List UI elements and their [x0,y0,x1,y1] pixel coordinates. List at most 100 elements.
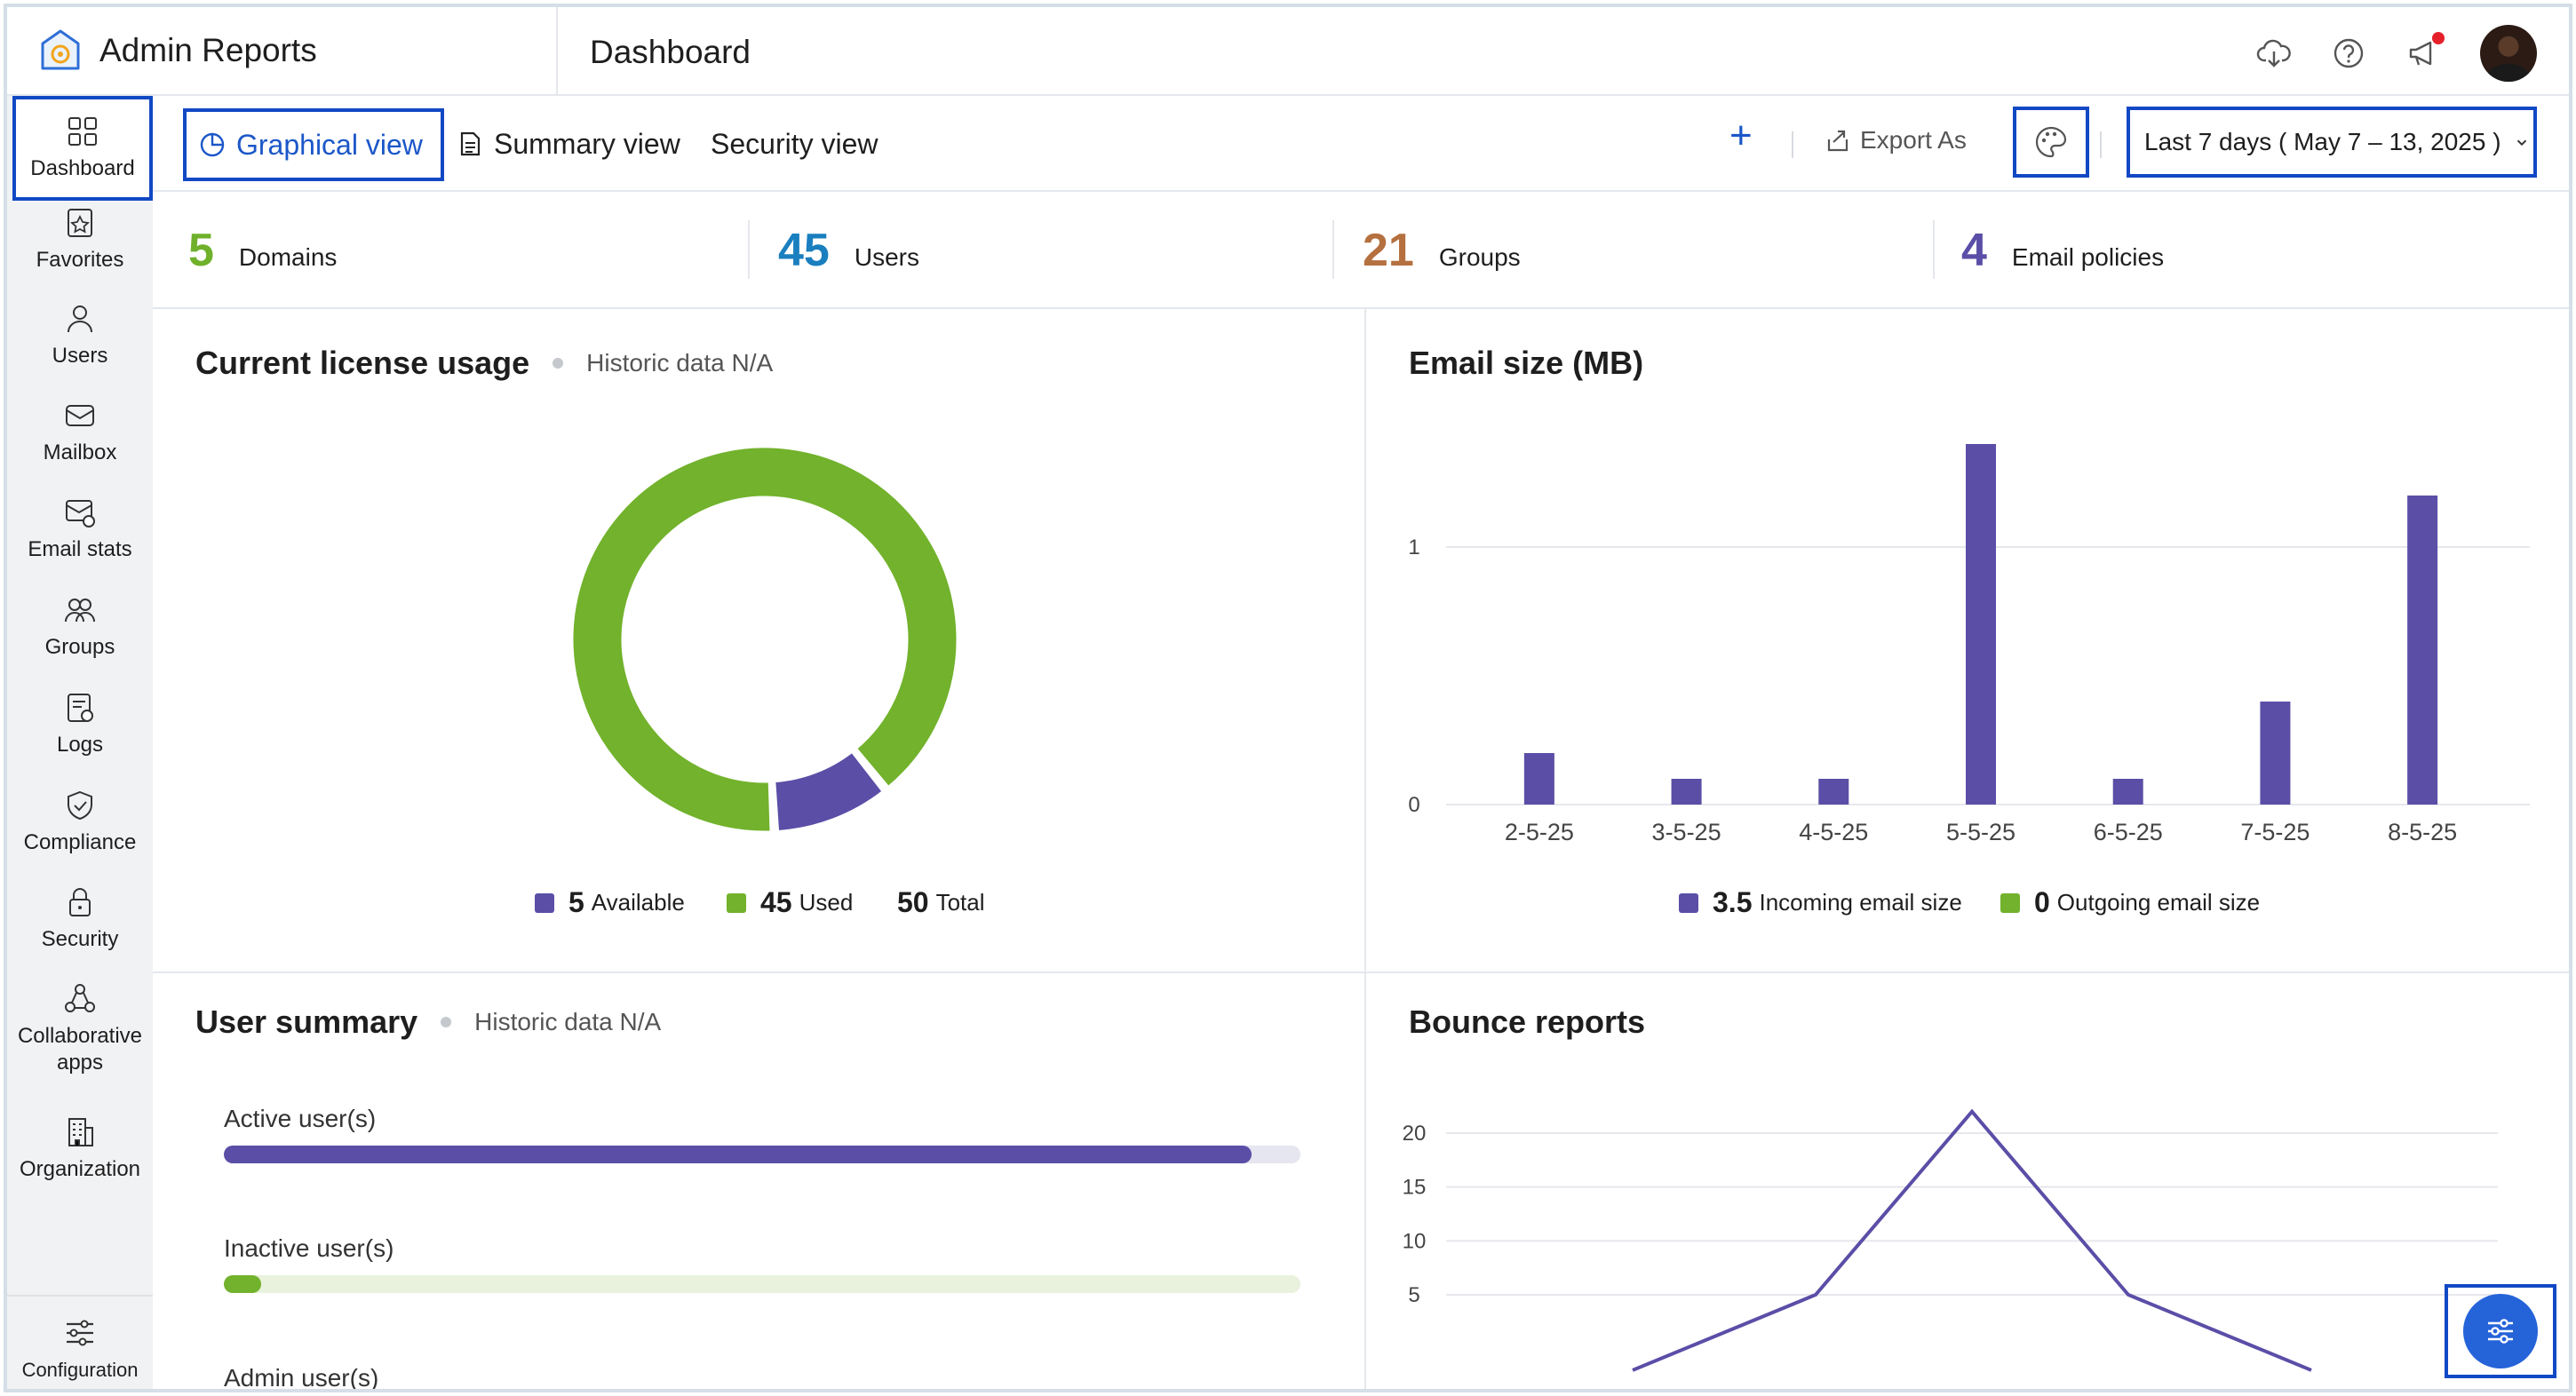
tab-label: Summary view [494,127,680,160]
legend-used: 45 Used [727,886,853,919]
y-tick-label: 1 [1408,535,1419,559]
avatar[interactable] [2480,25,2537,82]
tab-graphical-view[interactable]: Graphical view [183,108,444,181]
sidebar-item-collaborative-apps[interactable]: Collaborative apps [7,982,153,1076]
bounce-reports-card: Bounce reports 5 10 15 20 [1366,973,2569,1389]
license-donut-chart [570,445,959,834]
bar-5-5-25 [1966,444,1996,805]
logs-icon [68,694,93,722]
sidebar-item-groups[interactable]: Groups [7,593,153,661]
y-tick-label: 0 [1408,793,1419,817]
notification-dot [2432,32,2445,44]
stat-value: 45 [778,225,830,276]
dot-separator [553,358,564,369]
admin-reports-logo-icon [41,29,80,70]
bounce-series-line [1632,1108,2312,1372]
sidebar-item-compliance[interactable]: Compliance [7,789,153,856]
legend-swatch [535,892,554,913]
customize-widgets-button[interactable] [2445,1284,2556,1378]
legend-label: Outgoing email size [2056,889,2261,916]
shield-check-icon [68,790,92,821]
legend-total: 50 Total [897,886,985,919]
license-title: Current license usage [195,345,530,381]
dot-separator [441,1017,452,1027]
tab-label: Graphical view [236,128,423,161]
x-tick-label: 8-5-25 [2388,819,2457,845]
sidebar-item-email-stats[interactable]: Email stats [7,496,153,563]
announcement-icon[interactable] [2405,32,2445,71]
sliders-icon [67,1320,93,1346]
y-tick-label: 15 [1403,1176,1427,1200]
customize-fab [2463,1294,2538,1368]
sidebar-item-label: Logs [56,733,104,757]
sidebar-item-configuration[interactable]: Configuration [7,1295,153,1384]
user-summary-card: User summary Historic data N/A Active us… [153,973,1364,1392]
legend-value: 5 [568,886,584,918]
email-size-title: Email size (MB) [1409,345,1644,381]
mail-stats-icon [66,500,95,527]
inactive-users-track [224,1275,1300,1293]
stat-users[interactable]: 45 Users [778,224,919,277]
document-icon [460,131,481,156]
export-button[interactable]: Export As [1825,126,1967,155]
sidebar-item-favorites[interactable]: Favorites [7,206,153,274]
sidebar-item-label: Email stats [28,537,132,561]
legend-swatch [2000,892,2020,913]
add-widget-button[interactable]: + [1729,114,1753,157]
bar-4-5-25 [1818,779,1849,805]
lock-icon [69,888,91,916]
bar-2-5-25 [1523,753,1554,805]
sidebar-item-logs[interactable]: Logs [7,691,153,758]
sidebar-item-organization[interactable]: Organization [7,1115,153,1183]
palette-icon [2035,126,2067,158]
email-size-bar-chart: 0 1 2-5-25 3-5-25 4-5-25 5-5-25 6-5-25 7-5-25 8-… [1408,444,2530,845]
export-icon [1827,130,1849,152]
star-list-icon [68,209,92,237]
stat-groups[interactable]: 21 Groups [1363,224,1521,277]
stat-domains[interactable]: 5 Domains [188,224,337,277]
brand[interactable]: Admin Reports [7,7,558,94]
divider [748,220,750,279]
inactive-users-label: Inactive user(s) [224,1234,394,1262]
y-tick-label: 20 [1403,1122,1427,1146]
sliders-icon [2488,1319,2513,1344]
card-title: Email size (MB) [1409,345,1643,382]
divider [153,972,2569,973]
help-icon[interactable] [2331,36,2366,71]
bar-6-5-25 [2112,779,2143,805]
tab-label: Security view [711,127,879,160]
pie-chart-icon [200,132,225,157]
groups-icon [65,599,95,623]
x-tick-label: 7-5-25 [2240,819,2310,845]
date-range-select[interactable]: Last 7 days ( May 7 – 13, 2025 ) [2127,107,2537,178]
tab-summary-view[interactable]: Summary view [457,117,680,171]
sidebar-item-security[interactable]: Security [7,885,153,953]
user-summary-title: User summary [195,1003,418,1040]
bounce-line-chart: 5 10 15 20 [1403,1108,2498,1372]
historic-note: Historic data N/A [586,349,774,377]
mailbox-icon [66,405,94,426]
sidebar-item-label: Organization [19,1157,141,1181]
sidebar-item-users[interactable]: Users [7,302,153,369]
sidebar-item-label: Security [41,927,119,951]
user-icon [68,305,92,333]
sidebar-item-dashboard[interactable]: Dashboard [12,96,153,201]
legend-label: Used [799,889,854,916]
sidebar-item-label: Dashboard [30,156,135,180]
admin-users-label: Admin user(s) [224,1364,379,1392]
sidebar-item-label: Favorites [36,248,124,272]
theme-palette-button[interactable] [2013,107,2089,178]
tab-security-view[interactable]: Security view [711,117,879,171]
card-title: User summary Historic data N/A [195,1003,661,1041]
legend-value: 50 [897,886,929,918]
grid-icon [68,117,97,146]
email-size-card: Email size (MB) 0 1 2-5-25 3-5-25 4-5-25 5-5-… [1366,311,2569,972]
collab-icon [65,984,95,1012]
divider [1332,220,1334,279]
stat-email-policies[interactable]: 4 Email policies [1961,224,2164,277]
donut-slice-available [773,750,885,834]
sidebar-item-mailbox[interactable]: Mailbox [7,399,153,466]
x-tick-label: 5-5-25 [1946,819,2015,845]
chevron-down-icon [2516,139,2526,147]
cloud-download-icon[interactable] [2256,36,2292,71]
